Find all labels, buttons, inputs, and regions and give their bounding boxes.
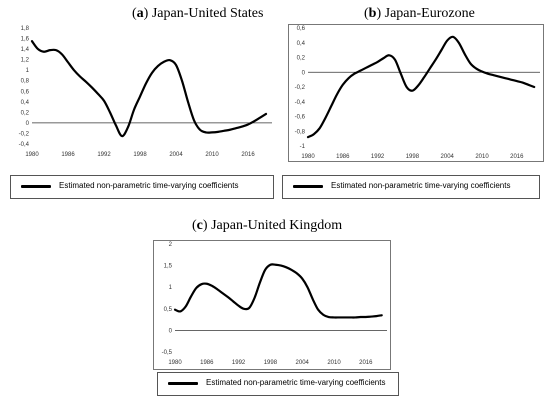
panel-a-title-text: Japan-United States <box>151 6 264 21</box>
series-line-time-varying-coefficients <box>30 40 268 138</box>
x-tick-label: 1998 <box>264 360 278 366</box>
legend-label: Estimated non-parametric time-varying co… <box>331 181 511 190</box>
y-tick-label: 1,5 <box>164 264 173 270</box>
x-tick-label: 1980 <box>301 154 315 160</box>
y-tick-label: 0 <box>169 328 173 334</box>
x-tick-label: 1986 <box>336 154 350 160</box>
panel-b-tag: b <box>368 6 377 21</box>
y-tick-label: -0,2 <box>19 131 30 137</box>
x-tick-label: 2010 <box>327 360 341 366</box>
y-tick-label: -0,5 <box>162 350 173 356</box>
chart-japan-united-states: 1,8 1,6 1,4 1,2 1 0,8 0,6 0,4 0,2 0 -0,2 -0,4 1980 19… <box>19 26 272 158</box>
x-tick-label: 2010 <box>205 152 219 158</box>
x-tick-label: 2016 <box>510 154 524 160</box>
y-tick-label: 2 <box>169 242 173 248</box>
chart-frame <box>153 240 391 370</box>
x-tick-label: 2004 <box>296 360 310 366</box>
panel-a-title: (a) Japan-United States <box>132 6 264 21</box>
y-tick-label: 0,2 <box>297 56 306 62</box>
x-tick-label: 1998 <box>406 154 420 160</box>
y-tick-label: 1,6 <box>21 37 30 43</box>
chart-frame <box>288 24 544 162</box>
panel-b-title-text: Japan-Eurozone <box>384 6 475 21</box>
panel-a-tag: a <box>136 6 144 21</box>
y-tick-label: 0,6 <box>297 26 306 32</box>
x-tick-label: 1986 <box>200 360 214 366</box>
x-tick-label: 2010 <box>475 154 489 160</box>
panel-c-title: (c) Japan-United Kingdom <box>192 218 343 233</box>
y-tick-label: 0,6 <box>21 89 30 95</box>
x-tick-label: 1998 <box>133 152 147 158</box>
series-line-time-varying-coefficients <box>173 263 383 319</box>
y-tick-label: -0,8 <box>295 129 306 135</box>
y-tick-label: 0,4 <box>21 100 30 106</box>
y-tick-label: 0 <box>302 70 306 76</box>
y-tick-label: 1 <box>26 68 30 74</box>
legend-box-b: Estimated non-parametric time-varying co… <box>282 175 540 199</box>
legend-line-swatch <box>293 185 323 188</box>
y-tick-label: 1,2 <box>21 58 30 64</box>
y-tick-label: 1 <box>169 285 173 291</box>
chart-japan-eurozone: 0,6 0,4 0,2 0 -0,2 -0,4 -0,6 -0,8 -1 1980 1986 1992… <box>288 24 544 162</box>
y-tick-label: -0,4 <box>295 100 306 106</box>
y-tick-label: 0 <box>26 121 30 127</box>
x-tick-label: 1980 <box>168 360 182 366</box>
y-tick-label: 1,4 <box>21 47 30 53</box>
x-tick-label: 2016 <box>241 152 255 158</box>
y-tick-label: 0,8 <box>21 79 30 85</box>
legend-label: Estimated non-parametric time-varying co… <box>59 181 239 190</box>
panel-c-title-text: Japan-United Kingdom <box>211 218 343 233</box>
y-tick-label: 0,5 <box>164 307 173 313</box>
y-tick-label: 0,4 <box>297 41 306 47</box>
x-tick-label: 1992 <box>97 152 111 158</box>
legend-box-a: Estimated non-parametric time-varying co… <box>10 175 274 199</box>
x-tick-label: 1980 <box>25 152 39 158</box>
x-tick-label: 2016 <box>359 360 373 366</box>
x-tick-label: 2004 <box>441 154 455 160</box>
x-tick-label: 1986 <box>61 152 75 158</box>
y-tick-label: 0,2 <box>21 110 30 116</box>
x-tick-label: 1992 <box>232 360 246 366</box>
y-tick-label: 1,8 <box>21 26 30 32</box>
y-tick-label: -0,4 <box>19 142 30 148</box>
legend-line-swatch <box>168 382 198 385</box>
legend-line-swatch <box>21 185 51 188</box>
panel-c-tag: c <box>196 218 203 233</box>
legend-label: Estimated non-parametric time-varying co… <box>206 378 386 387</box>
series-line-time-varying-coefficients <box>306 35 536 139</box>
chart-japan-united-kingdom: 2 1,5 1 0,5 0 -0,5 1980 1986 1992 1998 2004 2010 201… <box>153 240 391 370</box>
x-tick-label: 1992 <box>371 154 385 160</box>
legend-box-c: Estimated non-parametric time-varying co… <box>157 372 399 396</box>
panel-b-title: (b) Japan-Eurozone <box>364 6 475 21</box>
x-tick-label: 2004 <box>169 152 183 158</box>
y-tick-label: -0,2 <box>295 85 306 91</box>
y-tick-label: -1 <box>300 144 306 150</box>
y-tick-label: -0,6 <box>295 115 306 121</box>
